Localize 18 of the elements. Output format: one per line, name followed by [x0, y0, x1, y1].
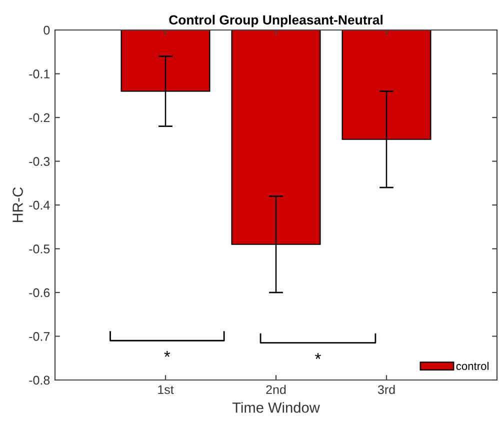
x-tick-label: 1st [158, 385, 174, 394]
y-tick-label: -0.5 [29, 244, 50, 254]
y-tick-label: 0 [44, 26, 50, 35]
y-tick-label: -0.8 [29, 376, 50, 385]
y-tick-label: -0.7 [29, 332, 50, 341]
x-tick-label: 2nd [266, 384, 286, 394]
annotation: * [164, 350, 170, 357]
y-tick-label: -0.4 [29, 200, 50, 210]
annotation: * [315, 353, 321, 360]
legend-label: control [456, 362, 488, 370]
y-tick-label: -0.3 [29, 157, 50, 166]
x-tick-label: 3rd [378, 384, 395, 394]
chart-title: Control Group Unpleasant-Neutral [169, 14, 382, 28]
y-tick-label: -0.6 [29, 288, 50, 298]
y-tick-label: -0.2 [29, 113, 50, 122]
y-tick-label: -0.1 [29, 70, 50, 78]
y-axis-title: HR-C [12, 187, 23, 222]
x-axis-title: Time Window [232, 402, 320, 413]
